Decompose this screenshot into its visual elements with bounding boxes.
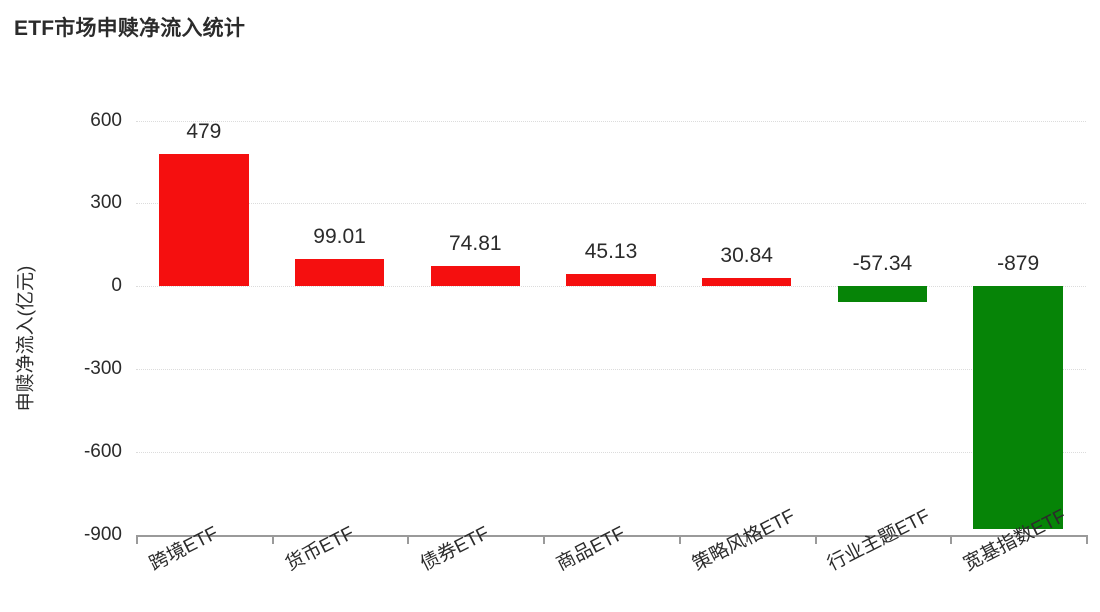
bar-value-label: 74.81 [449, 231, 502, 255]
bar-value-label: -879 [997, 252, 1040, 276]
bar[interactable] [837, 286, 928, 303]
bar[interactable] [973, 286, 1063, 530]
bar[interactable] [294, 258, 385, 287]
bar-value-label: 479 [186, 119, 222, 143]
bar[interactable] [159, 153, 249, 287]
x-axis-tick [814, 535, 817, 544]
gridline [136, 286, 1086, 288]
x-axis-tick [136, 535, 138, 544]
y-axis-tick-label: 300 [90, 192, 122, 214]
y-axis-tick-label: -300 [83, 358, 122, 380]
gridline [136, 203, 1086, 205]
bar[interactable] [566, 273, 656, 287]
bar-value-label: 99.01 [313, 224, 366, 248]
chart-title: ETF市场申赎净流入统计 [14, 17, 246, 40]
x-axis-tick [1086, 535, 1088, 544]
x-axis-tick [678, 535, 681, 544]
x-axis-tick [950, 535, 953, 544]
x-axis-tick [407, 535, 410, 544]
gridline [136, 120, 1086, 122]
x-axis-tick [543, 535, 546, 544]
y-axis-tick-label: 0 [111, 275, 122, 297]
bar[interactable] [701, 277, 792, 287]
x-axis-line [136, 535, 1086, 537]
y-axis-tick-labels: 600 300 0 -300 -600 -900 [0, 110, 136, 545]
x-axis-tick [271, 535, 274, 544]
gridline [136, 452, 1086, 454]
y-axis-tick-label: -900 [83, 524, 122, 545]
y-axis-tick-label: -600 [83, 441, 122, 463]
bar[interactable] [430, 265, 521, 287]
bar-value-label: 45.13 [584, 239, 638, 263]
plot-area: 479 99.01 74.81 45.13 30.84 -57.34 -879 [136, 115, 1086, 536]
y-axis-tick-label: 600 [90, 109, 122, 131]
bar-value-label: -57.34 [852, 252, 913, 276]
gridline [136, 369, 1086, 371]
bar-value-label: 30.84 [720, 243, 773, 267]
